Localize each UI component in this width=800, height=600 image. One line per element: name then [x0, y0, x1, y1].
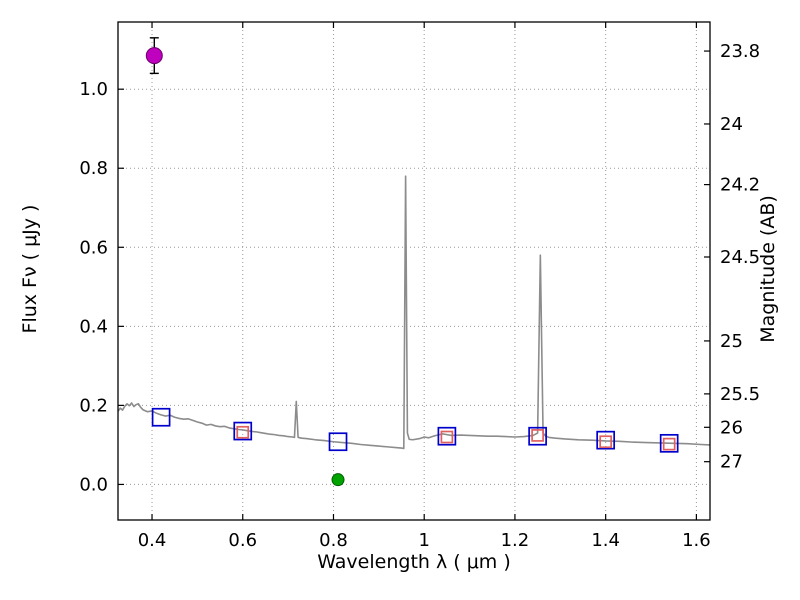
- model-photometry-marker: [659, 433, 679, 453]
- observed-photometry-marker: [531, 429, 544, 442]
- y-tick-label-right: 24: [720, 114, 743, 135]
- detection-point-marker: [331, 473, 345, 487]
- y-axis-label-left: Flux Fν ( μJy ): [19, 204, 41, 334]
- y-tick-label-left: 0.0: [79, 474, 108, 495]
- y-tick-label-left: 0.6: [79, 237, 108, 258]
- y-tick-label-left: 0.4: [79, 316, 108, 337]
- y-tick-label-right: 27: [720, 452, 743, 473]
- model-photometry-marker: [437, 426, 457, 446]
- model-photometry-marker: [528, 426, 547, 446]
- x-tick-label: 1.6: [682, 530, 711, 551]
- observed-photometry-marker: [599, 435, 613, 449]
- x-tick-label: 0.8: [319, 530, 348, 551]
- y-tick-label-right: 23.8: [720, 41, 760, 62]
- y-tick-label-right: 25: [720, 331, 743, 352]
- x-tick-label: 1.4: [591, 530, 620, 551]
- axes-frame: [117, 21, 711, 521]
- model-spectrum-line: [117, 175, 711, 450]
- model-photometry-marker: [233, 421, 253, 441]
- y-tick-label-right: 24.5: [720, 247, 760, 268]
- x-axis-label: Wavelength λ ( μm ): [317, 551, 511, 573]
- model-photometry-marker: [328, 432, 348, 452]
- observed-photometry-marker: [662, 437, 676, 451]
- y-tick-label-left: 0.2: [79, 395, 108, 416]
- x-tick-label: 1.2: [501, 530, 530, 551]
- observed-photometry-marker: [440, 430, 454, 444]
- x-tick-label: 0.6: [228, 530, 257, 551]
- y-tick-label-right: 25.5: [720, 384, 760, 405]
- x-tick-label: 1: [418, 530, 429, 551]
- y-tick-label-left: 0.8: [79, 158, 108, 179]
- y-tick-label-right: 24.2: [720, 175, 760, 196]
- upper-limit-point-marker: [145, 47, 163, 65]
- model-photometry-marker: [596, 430, 616, 450]
- observed-photometry-marker: [236, 425, 250, 439]
- y-axis-label-right: Magnitude (AB): [757, 195, 779, 343]
- model-photometry-marker: [151, 407, 171, 427]
- y-tick-label-left: 1.0: [79, 79, 108, 100]
- x-tick-label: 0.4: [138, 530, 167, 551]
- y-tick-label-right: 26: [720, 417, 743, 438]
